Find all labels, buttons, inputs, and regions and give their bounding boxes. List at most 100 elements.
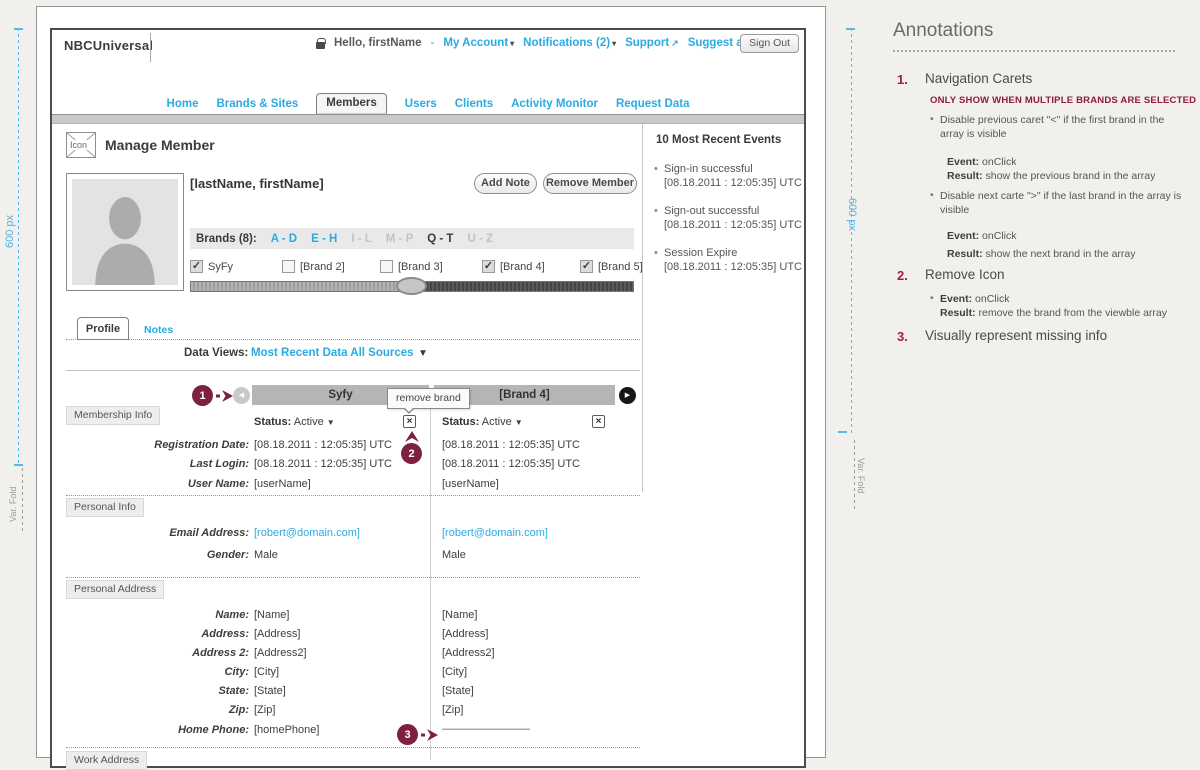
- status-field-col1: Status: Active ▼: [254, 416, 335, 428]
- alpha-filter-i-l: I - L: [351, 232, 372, 245]
- caret-right-icon: ▶: [624, 392, 631, 399]
- nav-tab-request-data[interactable]: Request Data: [615, 98, 690, 110]
- annotations-rule: [893, 50, 1175, 52]
- slider-handle[interactable]: [396, 277, 427, 295]
- section-label-personal-address: Personal Address: [66, 580, 165, 599]
- alpha-filter-q-t[interactable]: Q - T: [427, 232, 454, 245]
- annotation-event: Event: onClick: [947, 230, 1017, 242]
- checkbox-checked-icon[interactable]: ✓: [482, 260, 495, 273]
- address-name-col2: [Name]: [442, 609, 478, 621]
- checkbox-checked-icon[interactable]: ✓: [190, 260, 203, 273]
- page-title: Manage Member: [105, 137, 215, 153]
- annotation-title-3: Visually represent missing info: [925, 328, 1108, 343]
- status-field-col2: Status: Active ▼: [442, 416, 523, 428]
- nav-tab-home[interactable]: Home: [166, 98, 199, 110]
- brands-filter-bar: Brands (8): A - D E - H I - L M - P Q - …: [190, 228, 634, 249]
- tab-profile[interactable]: Profile: [77, 317, 129, 340]
- annotation-caps-note: ONLY SHOW WHEN MULTIPLE BRANDS ARE SELEC…: [930, 95, 1197, 106]
- annotation-arrow-icon: [216, 390, 233, 402]
- event-name: Sign-in successful: [664, 163, 753, 175]
- nav-tab-clients[interactable]: Clients: [454, 98, 494, 110]
- my-account-link[interactable]: My Account ▾: [443, 37, 515, 49]
- prev-brand-caret[interactable]: ◀: [233, 387, 250, 404]
- member-name: [lastName, firstName]: [190, 176, 324, 191]
- caret-left-icon: ◀: [238, 392, 245, 399]
- field-label-address: Address:: [201, 628, 249, 640]
- next-brand-caret[interactable]: ▶: [619, 387, 636, 404]
- annotation-number-1: 1.: [897, 72, 908, 87]
- brand-checkbox-group: ✓ [Brand 4]: [482, 260, 545, 273]
- annotation-title-2: Remove Icon: [925, 267, 1005, 282]
- header-utility-bar: Hello, firstName - My Account ▾ Notificat…: [316, 37, 785, 49]
- event-name: Session Expire: [664, 247, 738, 259]
- add-note-button[interactable]: Add Note: [474, 173, 537, 194]
- annotation-number-3: 3.: [897, 329, 908, 344]
- annotation-chevron-up-icon: [405, 431, 419, 442]
- checkbox-unchecked-icon[interactable]: [282, 260, 295, 273]
- address2-col2: [Address2]: [442, 647, 495, 659]
- annotation-result: Result: show the next brand in the array: [947, 248, 1136, 260]
- event-timestamp: [08.18.2011 : 12:05:35] UTC: [664, 261, 802, 273]
- bullet-icon: •: [930, 189, 934, 201]
- nav-tab-members[interactable]: Members: [316, 93, 387, 114]
- field-label-city: City:: [224, 666, 249, 678]
- main-nav: Home Brands & Sites Members Users Client…: [52, 92, 804, 114]
- field-label-last-login: Last Login:: [189, 458, 249, 470]
- member-avatar: [66, 173, 184, 291]
- dim-tick: [14, 464, 23, 466]
- bullet-icon: •: [654, 205, 658, 217]
- city-col2: [City]: [442, 666, 468, 678]
- placeholder-icon: Icon: [66, 132, 96, 158]
- sign-out-button[interactable]: Sign Out: [740, 34, 799, 53]
- brand-checkbox-group: [Brand 2]: [282, 260, 345, 273]
- section-divider: [66, 577, 640, 578]
- event-timestamp: [08.18.2011 : 12:05:35] UTC: [664, 219, 802, 231]
- tabs-divider: [66, 339, 640, 340]
- remove-member-button[interactable]: Remove Member: [543, 173, 637, 194]
- annotation-badge-1: 1: [192, 385, 213, 406]
- data-views-dropdown[interactable]: Most Recent Data All Sources: [251, 347, 414, 359]
- nav-tab-brands-sites[interactable]: Brands & Sites: [216, 98, 299, 110]
- alpha-filter-e-h[interactable]: E - H: [311, 232, 338, 245]
- alpha-filter-u-z: U - Z: [467, 232, 494, 245]
- address2-col1: [Address2]: [254, 647, 307, 659]
- annotation-badge-3: 3: [397, 724, 418, 745]
- caret-down-icon[interactable]: ▼: [514, 418, 523, 427]
- event-timestamp: [08.18.2011 : 12:05:35] UTC: [664, 177, 802, 189]
- tab-notes[interactable]: Notes: [144, 324, 174, 336]
- section-divider: [66, 495, 640, 496]
- annotation-bullet-text: Disable previous caret "<" if the first …: [940, 114, 1165, 141]
- alpha-filter-a-d[interactable]: A - D: [270, 232, 298, 245]
- zip-col1: [Zip]: [254, 704, 276, 716]
- data-views-divider: [66, 370, 640, 371]
- right-fold-line: [854, 440, 855, 512]
- checkbox-checked-icon[interactable]: ✓: [580, 260, 593, 273]
- last-login-col2: [08.18.2011 : 12:05:35] UTC: [442, 458, 580, 470]
- app-window: NBCUniversal Hello, firstName - My Accou…: [50, 28, 806, 770]
- field-label-registration-date: Registration Date:: [154, 439, 249, 451]
- right-dimension-label: 600 px: [846, 198, 858, 232]
- nav-tab-users[interactable]: Users: [404, 98, 437, 110]
- section-divider: [66, 747, 640, 748]
- remove-brand-icon-col1[interactable]: ×: [403, 415, 416, 428]
- brand-range-slider[interactable]: [190, 277, 634, 295]
- logo-divider: [150, 33, 151, 62]
- email-link-col1[interactable]: [robert@domain.com]: [254, 527, 360, 539]
- slider-track-right: [412, 282, 633, 291]
- events-panel-title: 10 Most Recent Events: [656, 134, 782, 146]
- field-label-zip: Zip:: [228, 704, 249, 716]
- lock-icon: [316, 38, 326, 49]
- remove-brand-icon-col2[interactable]: ×: [592, 415, 605, 428]
- email-link-col2[interactable]: [robert@domain.com]: [442, 527, 548, 539]
- data-views-label: Data Views:: [184, 347, 249, 359]
- caret-down-icon[interactable]: ▼: [326, 418, 335, 427]
- support-link[interactable]: Support ↗: [625, 37, 679, 49]
- checkbox-unchecked-icon[interactable]: [380, 260, 393, 273]
- bullet-icon: •: [930, 113, 934, 125]
- nav-tab-activity-monitor[interactable]: Activity Monitor: [511, 98, 598, 110]
- caret-down-icon[interactable]: ▼: [418, 348, 428, 359]
- nbcuniversal-logo: NBCUniversal: [64, 38, 154, 53]
- notifications-link[interactable]: Notifications (2) ▾: [523, 37, 617, 49]
- external-link-icon: ↗: [671, 38, 679, 48]
- registration-date-col1: [08.18.2011 : 12:05:35] UTC: [254, 439, 392, 451]
